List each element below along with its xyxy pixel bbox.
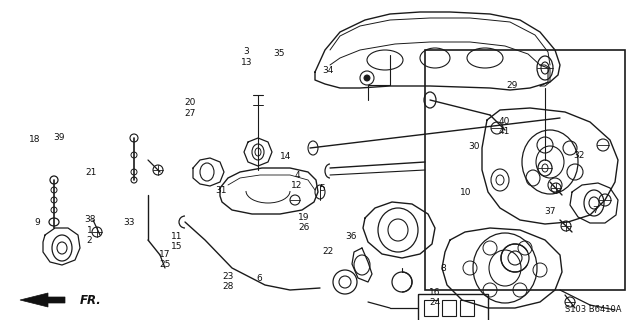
Text: 39: 39 <box>54 133 65 142</box>
Text: S103 B6410A: S103 B6410A <box>565 306 621 315</box>
Text: 5: 5 <box>319 184 324 193</box>
Text: 20
27: 20 27 <box>184 99 196 118</box>
Bar <box>460 300 474 316</box>
Text: 7: 7 <box>593 206 598 215</box>
Bar <box>425 50 625 290</box>
Text: 31: 31 <box>215 186 227 195</box>
Text: 40
41: 40 41 <box>499 117 510 136</box>
Text: 35: 35 <box>273 49 285 58</box>
Text: 22: 22 <box>323 247 334 256</box>
Bar <box>424 300 438 316</box>
Bar <box>442 300 456 316</box>
Text: 18: 18 <box>29 135 40 144</box>
Text: 9: 9 <box>35 218 40 227</box>
Text: 16
24: 16 24 <box>429 288 441 307</box>
Ellipse shape <box>364 75 370 81</box>
Text: 10: 10 <box>460 188 471 196</box>
Text: 38
1
2: 38 1 2 <box>84 215 95 245</box>
Text: 30: 30 <box>468 142 479 151</box>
Text: 32: 32 <box>573 151 585 160</box>
Text: 33: 33 <box>124 218 135 227</box>
Text: 8: 8 <box>441 264 446 273</box>
Text: 4
12: 4 12 <box>291 171 303 190</box>
Bar <box>418 294 488 320</box>
Text: 29: 29 <box>506 81 518 90</box>
Text: 11
15: 11 15 <box>171 232 182 251</box>
Polygon shape <box>20 293 65 307</box>
Text: 3
13: 3 13 <box>241 47 252 67</box>
Text: FR.: FR. <box>80 293 102 307</box>
Text: 14: 14 <box>280 152 292 161</box>
Text: 21: 21 <box>86 168 97 177</box>
Text: 36: 36 <box>345 232 356 241</box>
Text: 23
28: 23 28 <box>222 272 234 291</box>
Text: 17
25: 17 25 <box>159 250 171 269</box>
Text: 6: 6 <box>257 274 262 283</box>
Text: 34: 34 <box>323 66 334 75</box>
Text: 37: 37 <box>545 207 556 216</box>
Text: 19
26: 19 26 <box>298 213 310 232</box>
